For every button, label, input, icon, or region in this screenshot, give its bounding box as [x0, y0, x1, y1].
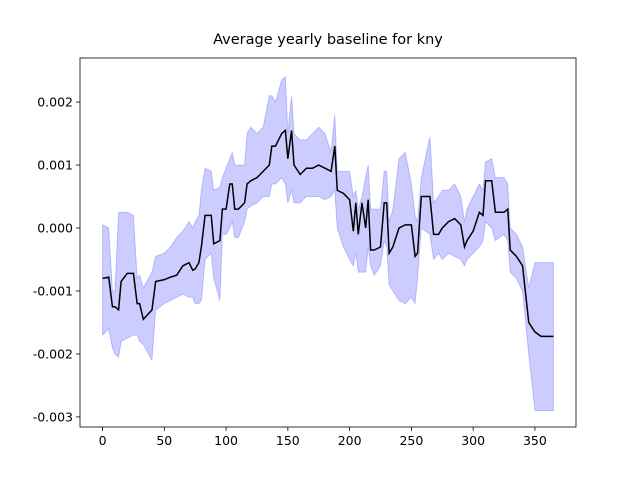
x-tick-label: 150	[276, 433, 300, 448]
y-tick-label: -0.001	[33, 283, 73, 298]
y-tick-label: -0.003	[33, 409, 73, 424]
chart-title: Average yearly baseline for kny	[213, 32, 443, 48]
x-tick-label: 250	[399, 433, 423, 448]
x-tick-label: 200	[338, 433, 362, 448]
y-tick-label: -0.002	[33, 346, 73, 361]
x-tick-label: 300	[461, 433, 485, 448]
line	[102, 128, 554, 338]
x-tick-label: 350	[523, 433, 547, 448]
y-tick-label: 0.001	[37, 158, 73, 173]
x-tick-label: 50	[156, 433, 172, 448]
y-tick-label: 0.002	[37, 95, 73, 110]
x-tick-label: 100	[214, 433, 238, 448]
plot-frame	[79, 57, 577, 428]
x-tick-label: 0	[99, 433, 107, 448]
y-tick-label: 0.000	[37, 221, 73, 236]
